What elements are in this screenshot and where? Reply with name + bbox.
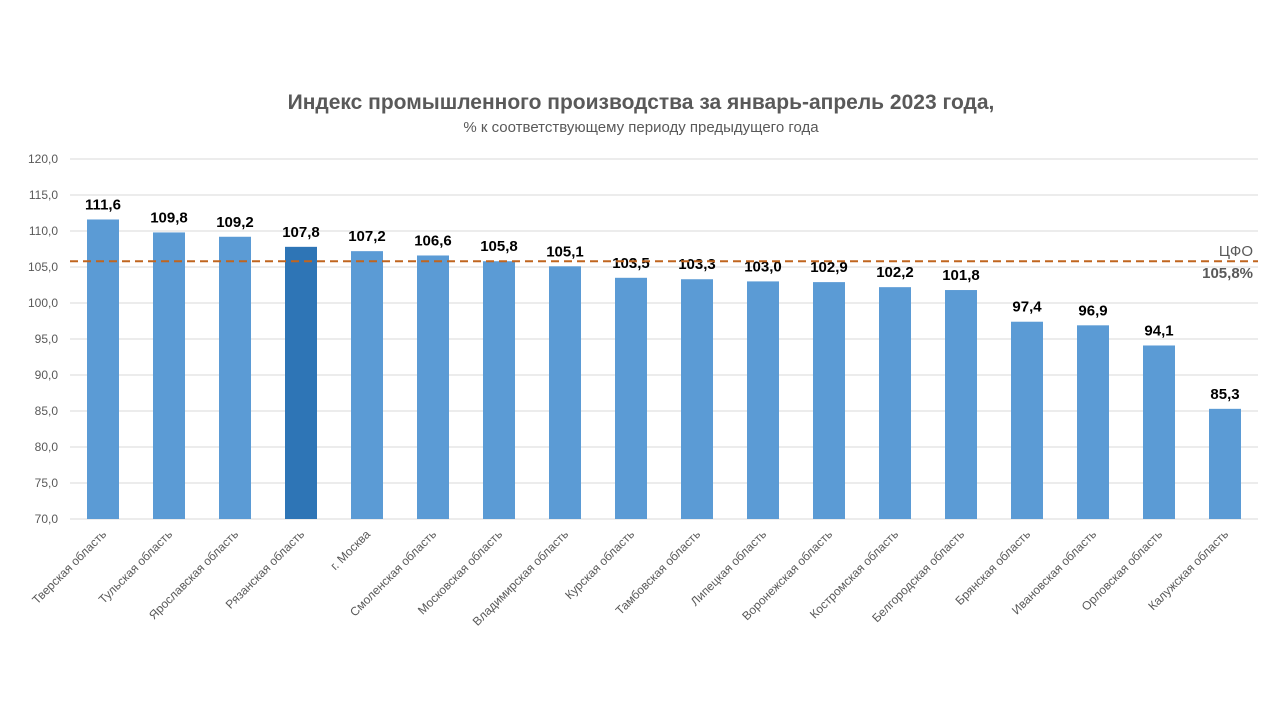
data-label: 109,2 xyxy=(216,214,254,231)
data-label: 102,9 xyxy=(810,259,848,276)
y-tick-label: 75,0 xyxy=(35,476,59,490)
y-tick-label: 90,0 xyxy=(35,368,59,382)
y-axis-ticks: 70,0 75,0 80,0 85,0 90,0 95,0 100,0 105,0 110,0 1… xyxy=(28,152,58,526)
x-tick-label: Курская область xyxy=(562,527,637,602)
reference-line-group: ЦФО 105,8% xyxy=(70,243,1258,282)
data-label: 109,8 xyxy=(150,209,188,226)
y-tick-label: 120,0 xyxy=(28,152,58,166)
data-label: 106,6 xyxy=(414,232,452,249)
y-tick-label: 95,0 xyxy=(35,332,59,346)
bar xyxy=(285,246,317,519)
data-label: 85,3 xyxy=(1210,386,1239,403)
y-tick-label: 105,0 xyxy=(28,260,58,274)
chart-title: Индекс промышленного производства за янв… xyxy=(288,91,995,114)
bar xyxy=(1143,345,1175,519)
bar xyxy=(615,277,647,519)
bar xyxy=(813,282,845,519)
bar xyxy=(945,290,977,519)
reference-line-label: ЦФО xyxy=(1219,243,1253,260)
data-label: 105,8 xyxy=(480,238,518,255)
y-tick-label: 85,0 xyxy=(35,404,59,418)
bar xyxy=(1209,408,1241,519)
bar xyxy=(417,255,449,520)
bar xyxy=(87,219,119,520)
y-tick-label: 110,0 xyxy=(29,224,58,238)
data-label: 105,1 xyxy=(546,243,584,260)
y-tick-label: 70,0 xyxy=(35,512,59,526)
bar xyxy=(1077,325,1109,519)
bar xyxy=(549,266,581,519)
x-tick-label: г. Москва xyxy=(327,527,373,573)
data-label: 97,4 xyxy=(1012,299,1042,316)
y-tick-label: 115,0 xyxy=(29,188,58,202)
grid-lines xyxy=(70,158,1258,520)
bar xyxy=(483,261,515,519)
data-label: 103,3 xyxy=(678,256,716,273)
data-label: 111,6 xyxy=(85,196,121,213)
bar xyxy=(351,251,383,519)
data-label: 101,8 xyxy=(942,267,980,284)
y-tick-label: 80,0 xyxy=(35,440,59,454)
data-label: 103,5 xyxy=(612,255,650,272)
bar xyxy=(681,279,713,519)
data-label: 94,1 xyxy=(1144,322,1173,339)
data-label: 103,0 xyxy=(744,258,782,275)
y-tick-label: 100,0 xyxy=(28,296,58,310)
chart-subtitle: % к соответствующему периоду предыдущего… xyxy=(463,119,819,136)
bar xyxy=(1011,321,1043,519)
data-label: 96,9 xyxy=(1078,302,1107,319)
data-label: 107,8 xyxy=(282,224,320,241)
bars xyxy=(87,219,1241,520)
bar xyxy=(879,287,911,519)
bar xyxy=(747,281,779,519)
data-label: 107,2 xyxy=(348,228,386,245)
bar xyxy=(219,236,251,519)
value-labels: 111,6 109,8 109,2 107,8 107,2 106,6 105,8 105,1… xyxy=(85,196,1240,402)
data-label: 102,2 xyxy=(876,264,914,281)
bar xyxy=(153,232,185,519)
reference-line-value: 105,8% xyxy=(1202,265,1253,282)
